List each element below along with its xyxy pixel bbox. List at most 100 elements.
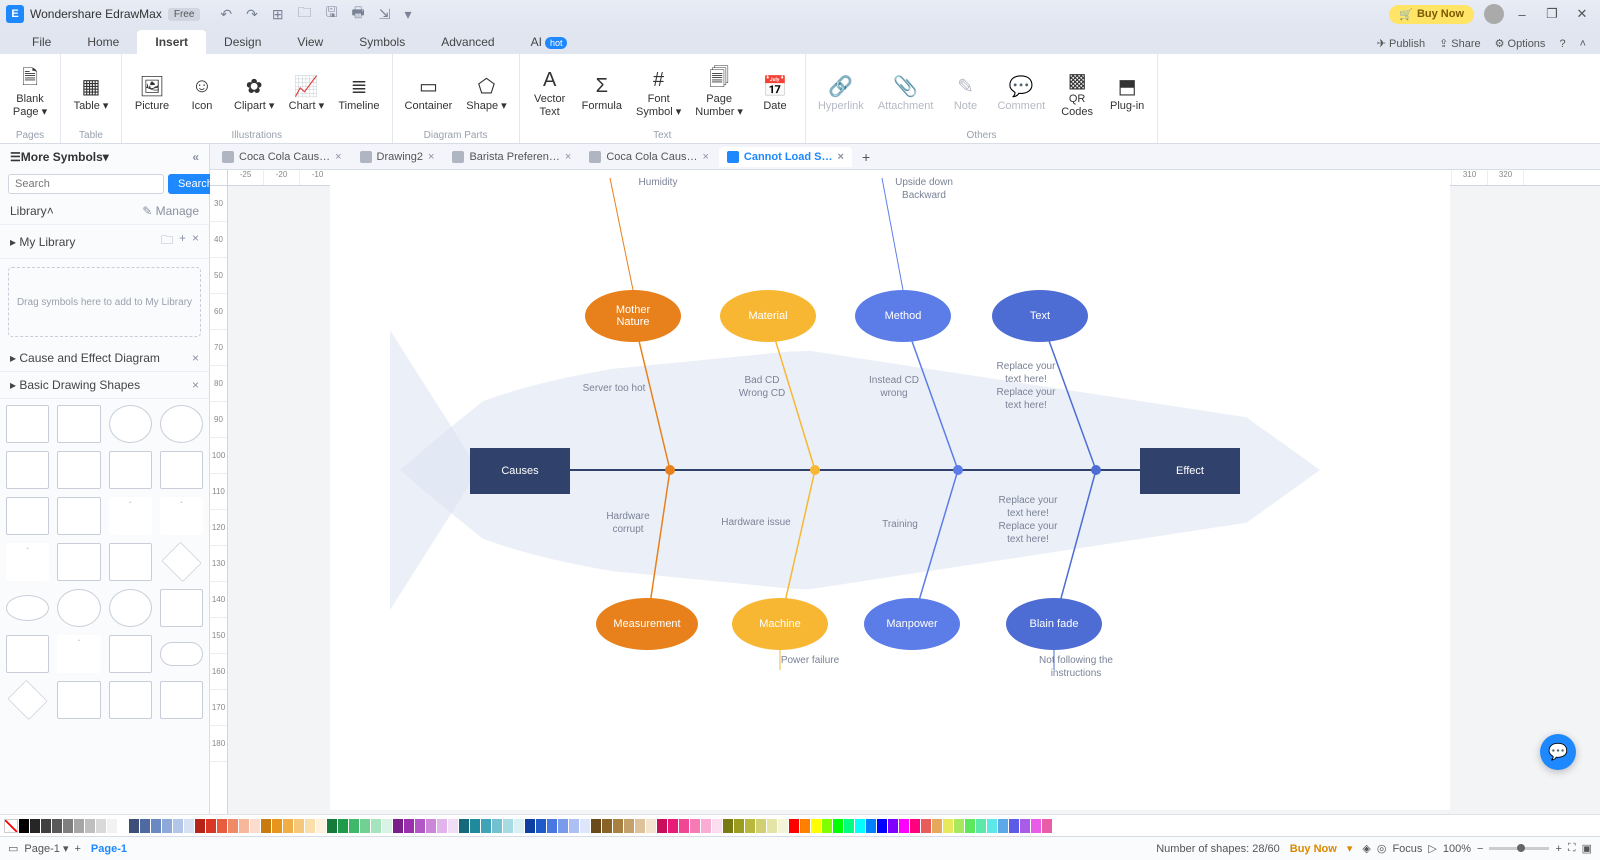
color-swatch[interactable] <box>855 819 865 833</box>
color-swatch[interactable] <box>272 819 282 833</box>
chat-bubble-button[interactable]: 💬 <box>1540 734 1576 770</box>
ribbon-vector[interactable]: AVectorText <box>528 58 572 129</box>
color-swatch[interactable] <box>448 819 458 833</box>
minimize-button[interactable]: – <box>1510 7 1534 22</box>
manage-button[interactable]: ✎ Manage <box>142 204 199 218</box>
shape-swatch[interactable] <box>6 405 49 443</box>
zoom-out-button[interactable]: − <box>1477 843 1483 855</box>
color-swatch[interactable] <box>382 819 392 833</box>
color-swatch[interactable] <box>338 819 348 833</box>
maximize-button[interactable]: ❐ <box>1540 6 1564 22</box>
cause-label[interactable]: Not following the instructions <box>1016 654 1136 680</box>
close-tab-icon[interactable]: × <box>565 151 571 163</box>
shape-swatch[interactable] <box>109 635 152 673</box>
color-swatch[interactable] <box>415 819 425 833</box>
cause-oval[interactable]: Machine <box>732 598 828 650</box>
cause-oval[interactable]: Method <box>855 290 951 342</box>
color-swatch[interactable] <box>899 819 909 833</box>
color-swatch[interactable] <box>305 819 315 833</box>
ribbon-blank[interactable]: 🗎BlankPage ▾ <box>8 58 52 129</box>
zoom-in-button[interactable]: + <box>1555 843 1561 855</box>
page-selector[interactable]: Page-1 ▾ <box>24 842 68 855</box>
color-swatch[interactable] <box>74 819 84 833</box>
ribbon-clipart[interactable]: ✿Clipart ▾ <box>230 58 278 129</box>
color-swatch[interactable] <box>1020 819 1030 833</box>
cause-label[interactable]: Server too hot <box>554 382 674 395</box>
shape-swatch[interactable] <box>57 543 100 581</box>
cause-label[interactable]: Hardwarecorrupt <box>568 510 688 536</box>
mylib-new-icon[interactable]: 🗀 <box>161 231 173 252</box>
shape-swatch[interactable] <box>160 405 203 443</box>
page-view-icon[interactable]: ▭ <box>8 842 18 855</box>
doc-tab[interactable]: Barista Preferen…× <box>444 147 579 167</box>
color-swatch[interactable] <box>30 819 40 833</box>
doc-tab[interactable]: Drawing2× <box>352 147 443 167</box>
color-swatch[interactable] <box>470 819 480 833</box>
color-swatch[interactable] <box>954 819 964 833</box>
color-swatch[interactable] <box>294 819 304 833</box>
cause-oval[interactable]: MotherNature <box>585 290 681 342</box>
color-swatch[interactable] <box>558 819 568 833</box>
ribbon-attachment[interactable]: 📎Attachment <box>874 58 938 129</box>
color-swatch[interactable] <box>723 819 733 833</box>
menu-tab-insert[interactable]: Insert <box>137 30 206 54</box>
color-swatch[interactable] <box>140 819 150 833</box>
open-button[interactable]: 🗀 <box>298 2 312 26</box>
publish-button[interactable]: ✈ Publish <box>1377 37 1425 50</box>
section-cause-close-icon[interactable]: × <box>192 351 199 365</box>
color-swatch[interactable] <box>943 819 953 833</box>
close-tab-icon[interactable]: × <box>335 151 341 163</box>
color-swatch[interactable] <box>778 819 788 833</box>
ribbon-comment[interactable]: 💬Comment <box>993 58 1049 129</box>
color-swatch[interactable] <box>877 819 887 833</box>
cause-label[interactable]: Training <box>840 518 960 531</box>
menu-tab-symbols[interactable]: Symbols <box>341 30 423 54</box>
color-swatch[interactable] <box>668 819 678 833</box>
section-basic-close-icon[interactable]: × <box>192 378 199 392</box>
color-swatch[interactable] <box>844 819 854 833</box>
cause-oval[interactable]: Manpower <box>864 598 960 650</box>
buy-now-button[interactable]: 🛒 Buy Now <box>1389 5 1474 24</box>
section-cause-toggle[interactable]: ▸ Cause and Effect Diagram <box>10 351 160 365</box>
color-swatch[interactable] <box>613 819 623 833</box>
color-swatch[interactable] <box>118 819 128 833</box>
shape-swatch[interactable] <box>57 635 100 673</box>
color-swatch[interactable] <box>811 819 821 833</box>
color-swatch[interactable] <box>910 819 920 833</box>
color-swatch[interactable] <box>228 819 238 833</box>
ribbon-shape[interactable]: ⬠Shape ▾ <box>462 58 510 129</box>
color-swatch[interactable] <box>987 819 997 833</box>
shape-swatch[interactable] <box>109 589 152 627</box>
canvas-page[interactable]: CausesEffectMotherNatureMaterialMethodTe… <box>330 170 1450 810</box>
color-swatch[interactable] <box>195 819 205 833</box>
ribbon-icon[interactable]: ☺Icon <box>180 58 224 129</box>
cause-label[interactable]: Hardware issue <box>696 516 816 529</box>
add-page-button[interactable]: + <box>74 843 80 855</box>
shape-swatch[interactable] <box>161 542 201 582</box>
color-swatch[interactable] <box>536 819 546 833</box>
menu-tab-home[interactable]: Home <box>69 30 137 54</box>
cause-oval[interactable]: Material <box>720 290 816 342</box>
cause-label[interactable]: Power failure <box>750 654 870 667</box>
effect-box[interactable]: Effect <box>1140 448 1240 494</box>
color-swatch[interactable] <box>96 819 106 833</box>
ribbon-page[interactable]: 🗐PageNumber ▾ <box>691 58 747 129</box>
color-swatch[interactable] <box>426 819 436 833</box>
close-button[interactable]: ✕ <box>1570 6 1594 22</box>
new-button[interactable]: ⊞ <box>272 6 284 23</box>
shape-swatch[interactable] <box>57 589 100 627</box>
color-swatch[interactable] <box>371 819 381 833</box>
search-input[interactable] <box>8 174 164 194</box>
shape-swatch[interactable] <box>109 681 152 719</box>
ribbon-plugin[interactable]: ⬒Plug-in <box>1105 58 1149 129</box>
color-swatch[interactable] <box>767 819 777 833</box>
color-swatch[interactable] <box>41 819 51 833</box>
color-swatch[interactable] <box>635 819 645 833</box>
ribbon-table[interactable]: ▦Table ▾ <box>69 58 113 129</box>
ribbon-note[interactable]: ✎Note <box>943 58 987 129</box>
spine-dot[interactable] <box>665 465 675 475</box>
color-swatch[interactable] <box>822 819 832 833</box>
play-icon[interactable]: ▷ <box>1428 842 1436 855</box>
color-swatch[interactable] <box>327 819 337 833</box>
shape-swatch[interactable] <box>6 543 49 581</box>
